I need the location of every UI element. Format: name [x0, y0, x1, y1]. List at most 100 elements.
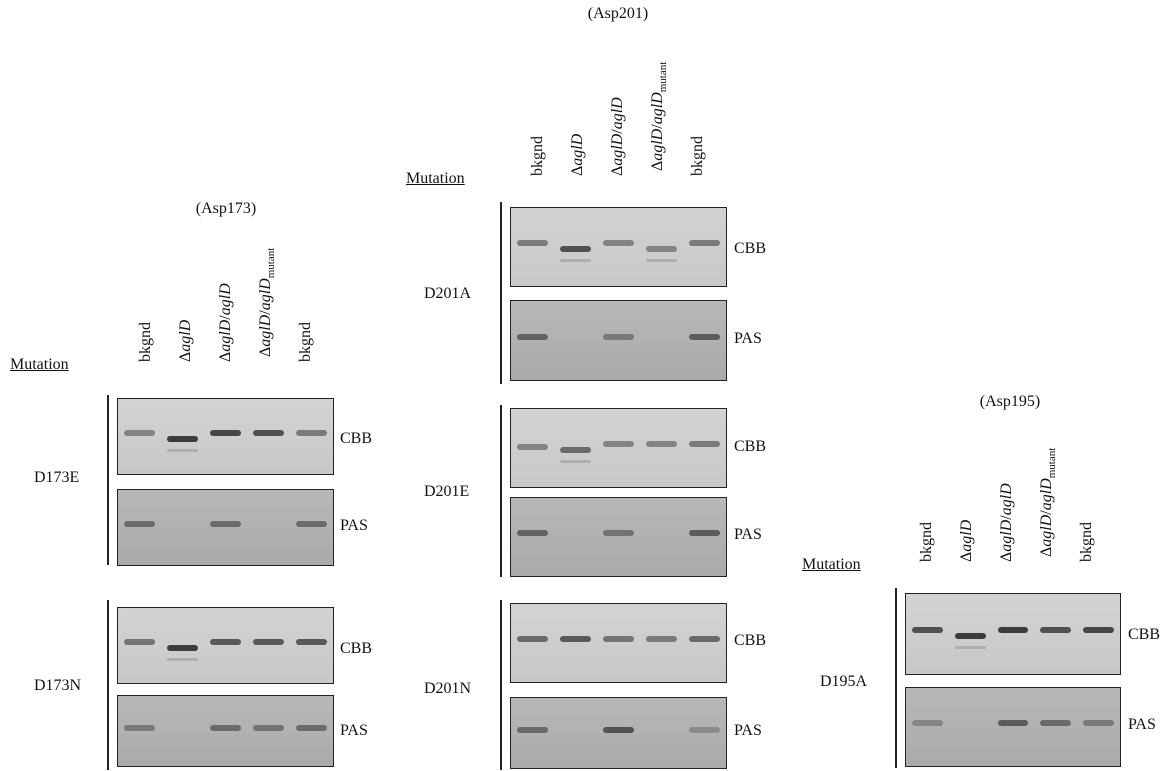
- lane-header: ΔaglD/aglDmutant: [256, 248, 277, 382]
- cbb-band: [167, 657, 198, 661]
- cbb-band: [167, 435, 198, 442]
- cbb-band: [253, 429, 284, 436]
- cbb-gel: [905, 593, 1121, 675]
- pas-band: [1040, 720, 1072, 727]
- pas-band: [210, 724, 241, 731]
- cbb-band: [689, 240, 720, 247]
- cbb-band: [124, 429, 155, 436]
- mutation-name: D201N: [424, 680, 472, 697]
- pas-band: [517, 333, 548, 340]
- cbb-band: [646, 246, 677, 253]
- pas-gel: [117, 695, 334, 767]
- pas-band: [689, 333, 720, 340]
- stain-label: PAS: [340, 722, 368, 739]
- cbb-gel: [510, 408, 727, 488]
- residue-label: (Asp173): [195, 200, 257, 217]
- lane-label: ΔaglD/aglDmutant: [1038, 447, 1059, 557]
- cbb-band: [124, 638, 155, 645]
- lane-label: ΔaglD: [177, 319, 194, 362]
- lane-label: ΔaglD/aglD: [998, 483, 1015, 562]
- pas-gel: [510, 697, 727, 769]
- cbb-band: [517, 444, 548, 451]
- lane-label: ΔaglD/aglDmutant: [257, 247, 278, 357]
- divider-line: [500, 600, 502, 770]
- stain-label: PAS: [734, 330, 762, 347]
- residue-label: (Asp201): [587, 5, 649, 22]
- pas-band: [253, 724, 284, 731]
- cbb-band: [210, 638, 241, 645]
- cbb-band: [603, 441, 634, 448]
- pas-gel: [510, 497, 727, 577]
- cbb-band: [689, 636, 720, 643]
- lane-header: bkgnd: [688, 136, 708, 196]
- cbb-gel: [117, 398, 334, 475]
- cbb-band: [603, 636, 634, 643]
- pas-band: [296, 724, 327, 731]
- lane-header: bkgnd: [296, 322, 316, 382]
- divider-line: [500, 405, 502, 577]
- cbb-gel: [510, 207, 727, 287]
- lane-label: ΔaglD/aglDmutant: [649, 61, 670, 171]
- stain-label: CBB: [734, 240, 767, 257]
- pas-gel: [117, 489, 334, 566]
- lane-label: bkgnd: [297, 322, 314, 362]
- stain-label: PAS: [1128, 716, 1156, 733]
- pas-gel: [510, 300, 727, 381]
- cbb-band: [167, 448, 198, 452]
- cbb-band: [689, 441, 720, 448]
- lane-header: ΔaglD: [568, 134, 588, 196]
- lane-header: ΔaglD/aglD: [608, 97, 628, 196]
- divider-line: [107, 600, 109, 770]
- lane-label: bkgnd: [529, 136, 546, 176]
- lane-label: ΔaglD: [569, 133, 586, 176]
- lane-header: bkgnd: [528, 136, 548, 196]
- mutation-name: D201A: [424, 285, 472, 302]
- lane-label: bkgnd: [137, 322, 154, 362]
- cbb-band: [997, 627, 1029, 633]
- pas-band: [603, 530, 634, 537]
- stain-label: CBB: [340, 430, 373, 447]
- lane-label: bkgnd: [1078, 522, 1095, 562]
- cbb-band: [1040, 627, 1072, 633]
- pas-band: [124, 520, 155, 527]
- pas-band: [689, 530, 720, 537]
- cbb-band: [646, 636, 677, 643]
- lane-header: ΔaglD/aglDmutant: [648, 62, 669, 196]
- divider-line: [107, 395, 109, 565]
- pas-band: [1083, 720, 1114, 727]
- cbb-band: [560, 259, 591, 263]
- cbb-band: [560, 636, 591, 643]
- lane-label: ΔaglD: [958, 519, 975, 562]
- cbb-band: [560, 447, 591, 454]
- lane-header: bkgnd: [917, 522, 937, 582]
- lane-header: ΔaglD/aglD: [997, 483, 1017, 582]
- lane-label: ΔaglD/aglD: [609, 97, 626, 176]
- cbb-band: [296, 429, 327, 436]
- mutation-header: Mutation: [10, 356, 69, 373]
- cbb-gel: [117, 607, 334, 684]
- cbb-band: [210, 429, 241, 436]
- pas-band: [296, 520, 327, 527]
- cbb-band: [646, 441, 677, 448]
- mutation-header: Mutation: [802, 556, 861, 573]
- mutation-name: D201E: [424, 483, 470, 500]
- lane-label: ΔaglD/aglD: [217, 283, 234, 362]
- cbb-band: [517, 240, 548, 247]
- pas-band: [689, 726, 720, 733]
- lane-header: ΔaglD/aglDmutant: [1037, 448, 1058, 582]
- stain-label: PAS: [734, 722, 762, 739]
- stain-label: CBB: [734, 632, 767, 649]
- cbb-band: [253, 638, 284, 645]
- pas-band: [603, 726, 634, 733]
- pas-band: [517, 530, 548, 537]
- lane-label: bkgnd: [689, 136, 706, 176]
- cbb-band: [603, 240, 634, 247]
- stain-label: CBB: [1128, 626, 1161, 643]
- mutation-header: Mutation: [406, 170, 465, 187]
- stain-label: CBB: [734, 438, 767, 455]
- mutation-name: D195A: [820, 673, 868, 690]
- cbb-band: [560, 246, 591, 253]
- cbb-band: [167, 644, 198, 651]
- lane-header: bkgnd: [136, 322, 156, 382]
- pas-band: [911, 720, 943, 727]
